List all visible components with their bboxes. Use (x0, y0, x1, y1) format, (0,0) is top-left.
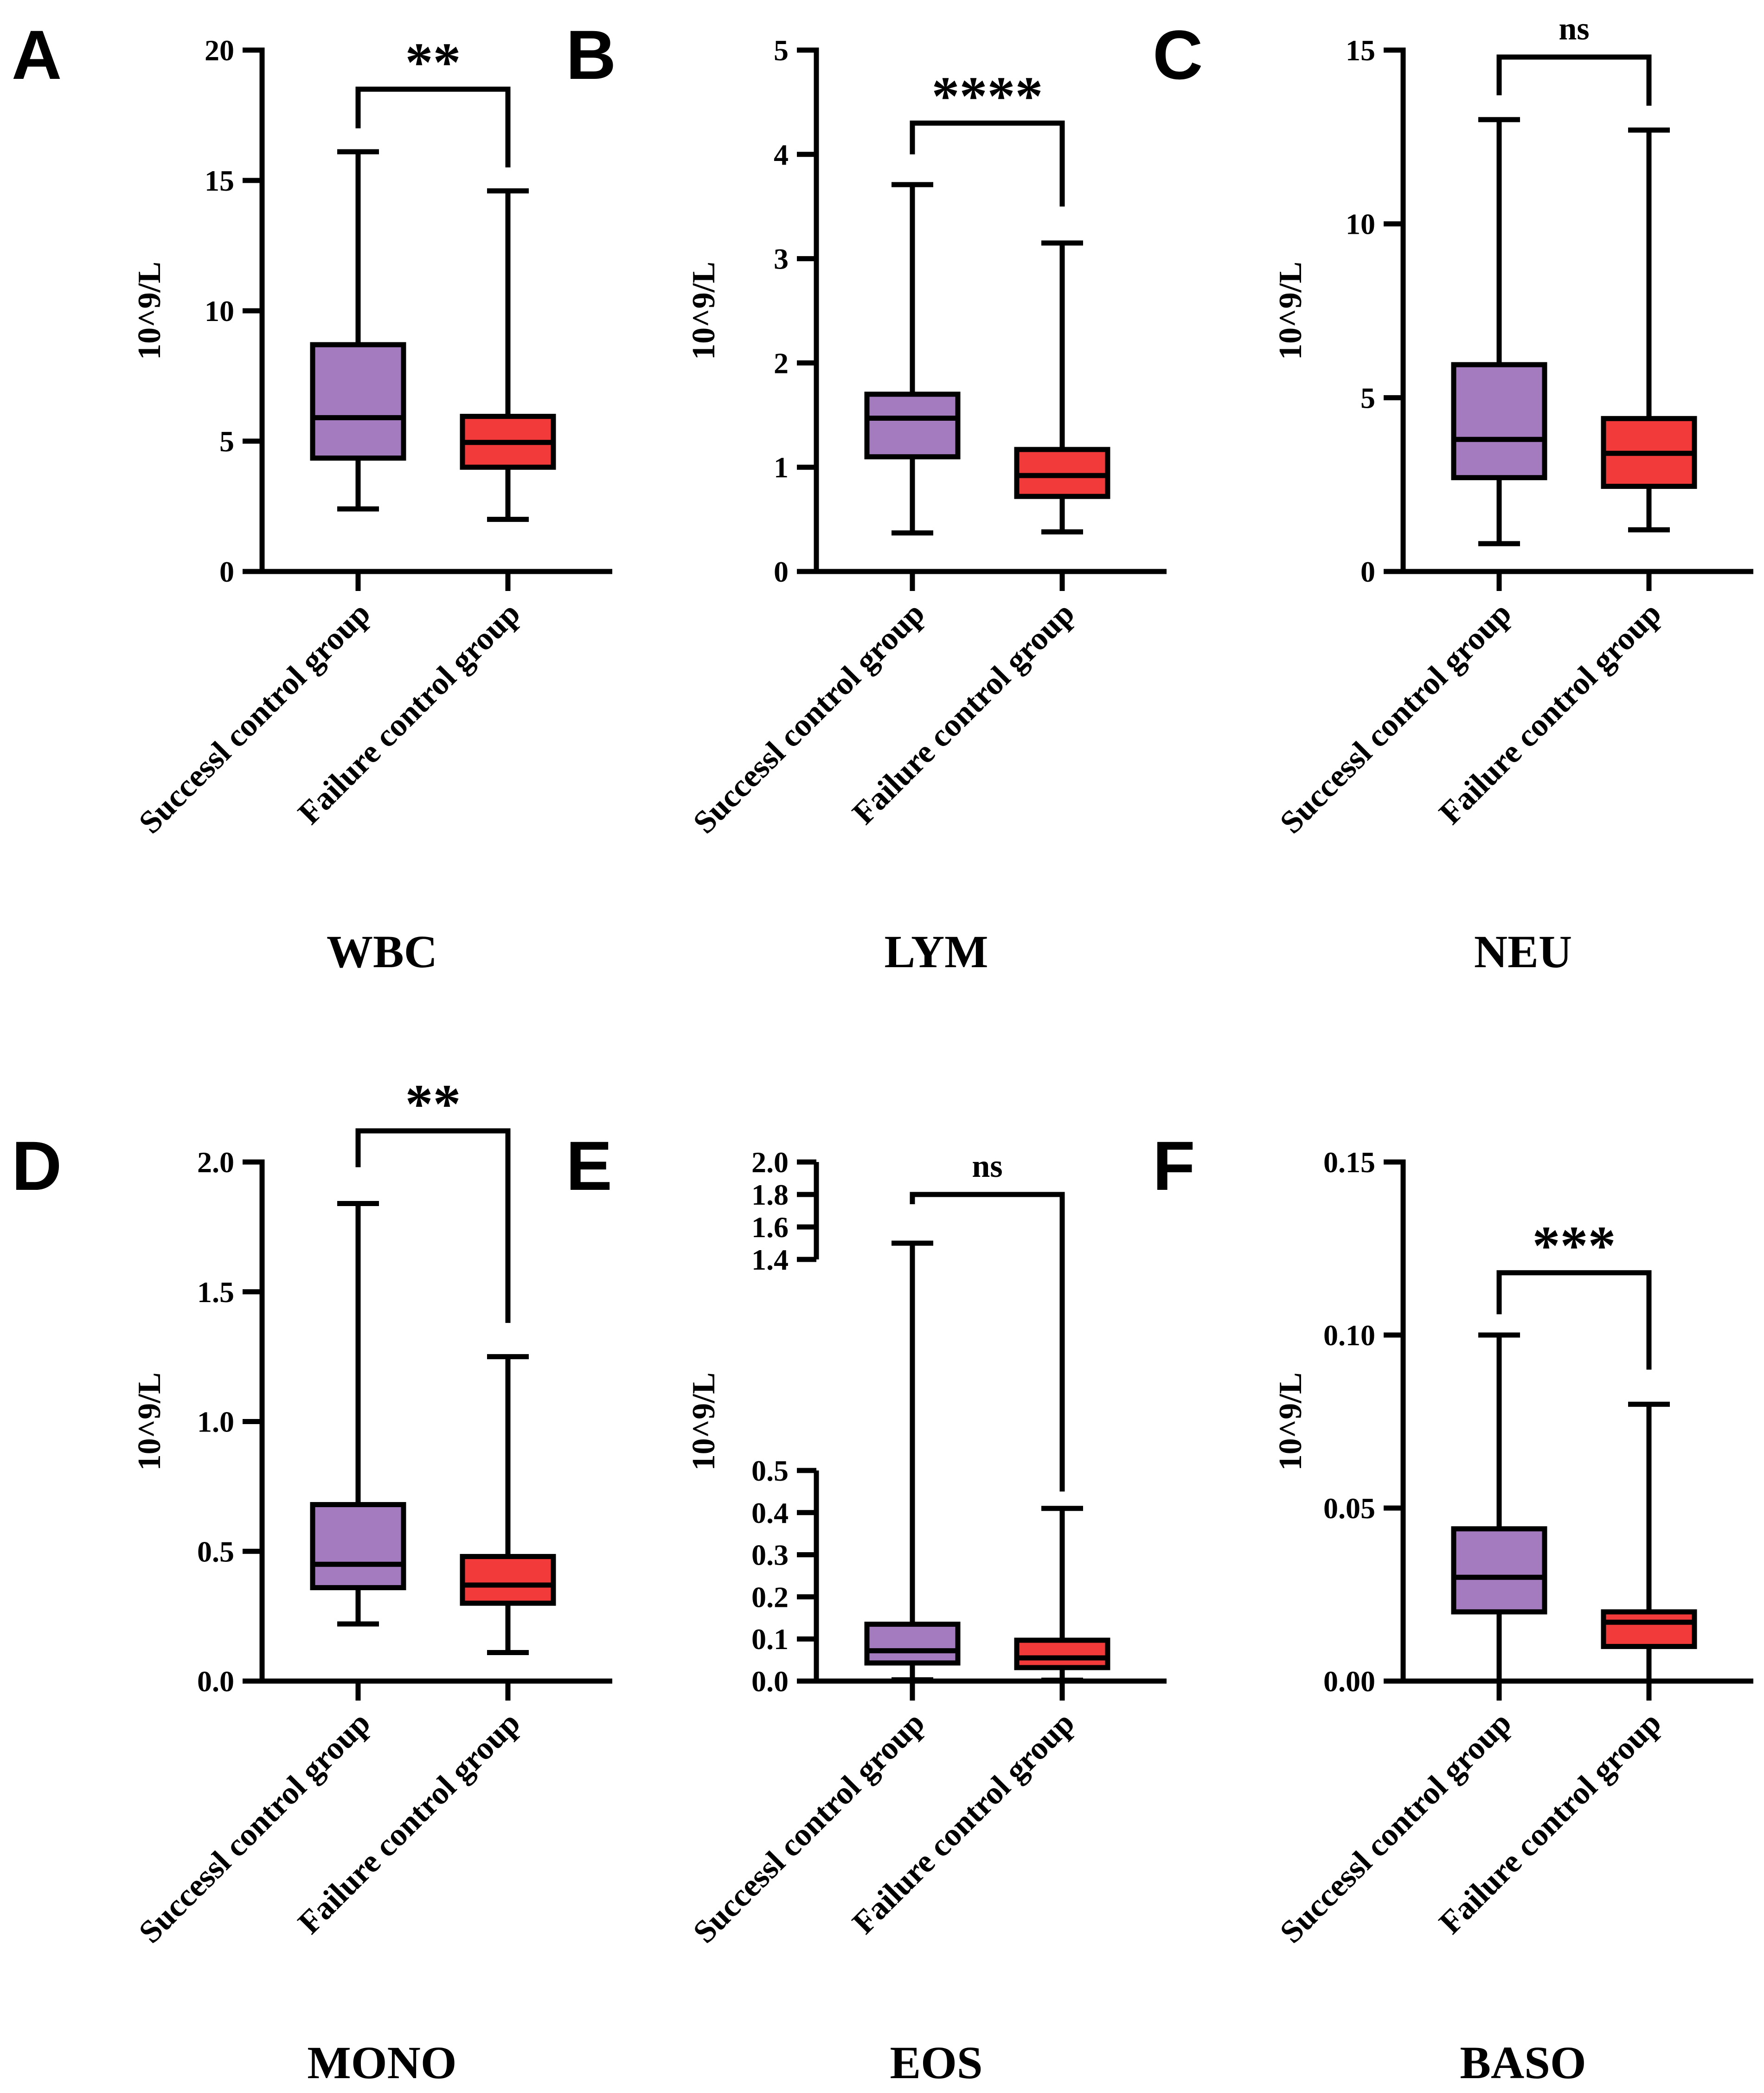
significance-label: **** (932, 65, 1043, 127)
y-tick-label: 1.0 (197, 1406, 234, 1438)
y-tick-label: 0.0 (751, 1665, 789, 1698)
box-failure: Failure control group (291, 188, 556, 831)
box-success: Successl control group (132, 1201, 406, 1950)
y-tick-label: 5 (774, 34, 789, 67)
significance-bracket (1496, 54, 1652, 106)
y-axis-label: 10^9/L (686, 262, 722, 360)
y-tick-label: 1.4 (751, 1243, 789, 1276)
significance-label: ** (405, 1073, 461, 1135)
iqr-box (864, 392, 961, 460)
y-tick-label: 0 (219, 555, 234, 588)
significance-label: *** (1533, 1215, 1616, 1277)
y-tick-label: 15 (1346, 34, 1375, 67)
y-tick-label: 2.0 (751, 1146, 789, 1179)
y-tick-label: 10 (1346, 208, 1375, 241)
iqr-box (1451, 362, 1547, 481)
y-tick-label: 0 (1360, 555, 1375, 588)
iqr-box (1601, 1609, 1697, 1649)
y-tick-label: 0.00 (1323, 1665, 1375, 1698)
y-axis-label: 10^9/L (686, 1373, 722, 1471)
y-axis-label: 10^9/L (1273, 262, 1309, 360)
panel-letter: D (12, 1127, 62, 1205)
y-tick-label: 1.6 (751, 1211, 789, 1244)
y-tick-label: 0.05 (1323, 1492, 1375, 1525)
y-tick-label: 0.10 (1323, 1319, 1375, 1352)
panel-letter: B (566, 16, 616, 94)
panel-letter: F (1153, 1127, 1195, 1205)
y-tick-label: 3 (774, 243, 789, 276)
panel-letter: E (566, 1127, 612, 1205)
y-tick-label: 1.5 (197, 1276, 234, 1309)
iqr-box (1014, 447, 1110, 499)
significance-label: ns (1559, 11, 1589, 47)
y-tick-label: 0.1 (751, 1623, 789, 1656)
y-tick-label: 15 (205, 164, 234, 197)
y-tick-label: 5 (1360, 381, 1375, 414)
box-failure: Failure control group (1432, 127, 1697, 831)
significance-label: ** (405, 31, 461, 93)
panel-title: LYM (884, 926, 988, 977)
iqr-box (864, 1621, 961, 1666)
box-failure: Failure control group (1432, 1401, 1697, 1941)
box-failure: Failure control group (291, 1354, 556, 1941)
panel-title: EOS (890, 2037, 982, 2088)
iqr-box (1451, 1526, 1547, 1615)
y-axis-label: 10^9/L (132, 262, 167, 360)
iqr-box (1014, 1637, 1110, 1670)
significance-bracket (910, 120, 1065, 207)
iqr-box (310, 342, 406, 461)
significance-bracket (355, 86, 511, 167)
panel-title: NEU (1474, 926, 1572, 977)
significance-bracket (1496, 1270, 1652, 1370)
y-tick-label: 0.3 (751, 1539, 789, 1572)
y-tick-label: 2 (774, 347, 789, 379)
panel-letter: C (1153, 16, 1203, 94)
y-tick-label: 0.5 (197, 1535, 234, 1568)
iqr-box (310, 1502, 406, 1591)
y-tick-label: 4 (774, 138, 789, 171)
iqr-box (460, 1554, 556, 1606)
y-axis-label: 10^9/L (132, 1373, 167, 1471)
y-tick-label: 20 (205, 34, 234, 67)
box-success: Successl control group (1273, 117, 1547, 841)
panel-letter: A (12, 16, 62, 94)
y-tick-label: 5 (219, 425, 234, 458)
y-tick-label: 10 (205, 295, 234, 327)
box-failure: Failure control group (846, 240, 1110, 831)
y-tick-label: 0.0 (197, 1665, 234, 1698)
panel-title: BASO (1460, 2037, 1586, 2088)
panel-e: E0.00.10.20.30.40.51.41.61.82.010^9/LSuc… (566, 1127, 1167, 2088)
y-tick-label: 2.0 (197, 1146, 234, 1179)
panel-title: MONO (307, 2037, 456, 2088)
y-tick-label: 0.4 (751, 1496, 789, 1529)
y-tick-label: 0.15 (1323, 1146, 1375, 1179)
y-tick-label: 0.2 (751, 1580, 789, 1613)
significance-label: ns (972, 1149, 1002, 1184)
y-axis-label: 10^9/L (1273, 1373, 1309, 1471)
y-tick-label: 0.5 (751, 1454, 789, 1487)
panel-title: WBC (327, 926, 437, 977)
y-tick-label: 1 (774, 451, 789, 484)
significance-bracket (355, 1128, 511, 1323)
y-tick-label: 0 (774, 555, 789, 588)
significance-bracket (910, 1192, 1065, 1492)
box-failure: Failure control group (846, 1506, 1110, 1941)
y-tick-label: 1.8 (751, 1178, 789, 1211)
